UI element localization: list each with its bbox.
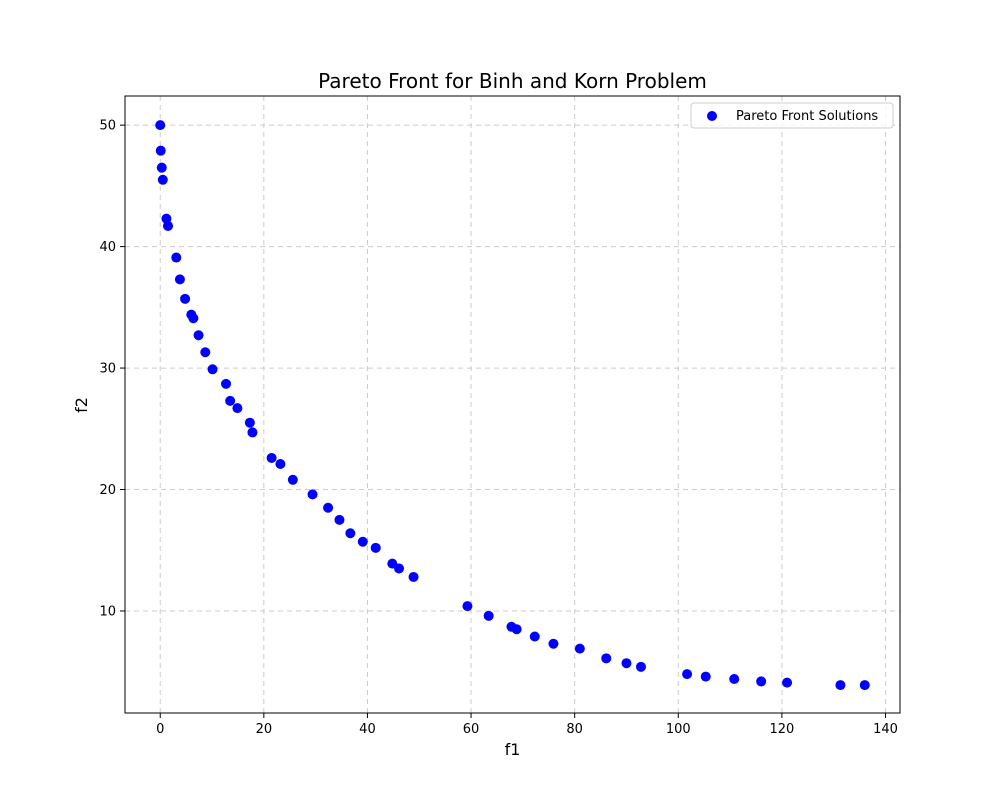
data-point (266, 452, 277, 463)
data-point (345, 528, 356, 539)
plot-area (125, 96, 900, 713)
data-point (188, 313, 199, 324)
data-point (155, 120, 166, 131)
data-point (635, 661, 646, 672)
data-point (200, 347, 211, 358)
data-point (275, 459, 286, 470)
data-point (171, 252, 182, 263)
data-point (232, 403, 243, 414)
x-axis-label: f1 (505, 740, 521, 759)
data-point (247, 427, 258, 438)
data-point (601, 653, 612, 664)
y-tick-label: 30 (99, 362, 116, 377)
data-point (162, 220, 173, 231)
data-point (782, 677, 793, 688)
data-point (511, 624, 522, 635)
data-point (357, 536, 368, 547)
data-point (756, 676, 767, 687)
data-point (859, 680, 870, 691)
data-point (370, 542, 381, 553)
y-axis-label: f2 (72, 397, 91, 413)
legend-box (690, 102, 894, 129)
data-point (287, 474, 298, 485)
y-tick-label: 40 (99, 240, 116, 255)
data-point (307, 489, 318, 500)
data-point (621, 658, 632, 669)
legend-label: Pareto Front Solutions (736, 109, 878, 124)
chart-title: Pareto Front for Binh and Korn Problem (318, 69, 707, 93)
data-point (323, 502, 334, 513)
data-point (156, 162, 167, 173)
data-points (155, 120, 870, 691)
data-point (682, 669, 693, 680)
plot-frame (124, 95, 901, 714)
x-tick-label: 140 (873, 722, 898, 737)
data-point (334, 514, 345, 525)
data-point (193, 330, 204, 341)
data-point (835, 680, 846, 691)
y-tick-label: 50 (99, 119, 116, 134)
legend: Pareto Front Solutions (690, 102, 894, 129)
data-point (548, 638, 559, 649)
legend-marker (707, 111, 717, 121)
x-tick-label: 100 (666, 722, 691, 737)
x-tick-label: 40 (359, 722, 376, 737)
data-point (221, 378, 232, 389)
data-point (244, 417, 255, 428)
gridlines (125, 96, 900, 713)
x-tick-label: 0 (156, 722, 164, 737)
data-point (180, 293, 191, 304)
x-tick-label: 80 (566, 722, 583, 737)
y-axis-ticks: 10 20 30 40 50 (99, 119, 125, 619)
data-point (394, 563, 405, 574)
data-point (574, 643, 585, 654)
data-point (529, 631, 540, 642)
x-tick-label: 60 (463, 722, 480, 737)
x-tick-label: 20 (256, 722, 273, 737)
data-point (174, 274, 185, 285)
data-point (155, 145, 166, 156)
data-point (462, 601, 473, 612)
x-axis-ticks: 0 20 40 60 80 100 120 140 (156, 713, 898, 737)
y-tick-label: 20 (99, 483, 116, 498)
data-point (225, 395, 236, 406)
x-tick-label: 120 (769, 722, 794, 737)
data-point (483, 610, 494, 621)
data-point (729, 673, 740, 684)
data-point (157, 174, 168, 185)
data-point (408, 571, 419, 582)
data-point (207, 364, 218, 375)
data-point (700, 671, 711, 682)
y-tick-label: 10 (99, 604, 116, 619)
